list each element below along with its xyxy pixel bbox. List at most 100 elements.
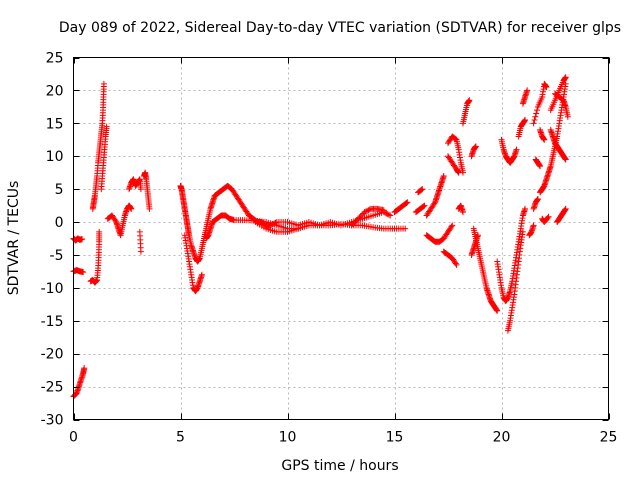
data-point: [531, 117, 538, 124]
data-point: [349, 221, 356, 228]
data-point: [355, 215, 362, 222]
data-point: [448, 223, 455, 230]
y-tick-label: -25: [41, 380, 64, 396]
data-point: [519, 228, 526, 235]
x-tick-label: 15: [386, 430, 404, 446]
data-point: [364, 207, 371, 214]
data-point: [452, 136, 459, 143]
data-point: [418, 186, 425, 193]
data-point: [420, 203, 427, 210]
data-point: [358, 211, 365, 218]
grid-lines: [73, 57, 609, 420]
y-tick-label: -20: [41, 347, 64, 363]
data-point: [380, 207, 387, 214]
x-tick-label: 25: [600, 430, 618, 446]
data-point: [357, 213, 364, 220]
chart-title: Day 089 of 2022, Sidereal Day-to-day VTE…: [59, 20, 621, 36]
data-point: [385, 211, 392, 218]
data-point: [404, 199, 411, 206]
data-point: [431, 200, 438, 207]
data-point: [459, 169, 466, 176]
data-point: [534, 107, 541, 114]
data-point: [387, 212, 394, 219]
x-tick-label: 20: [493, 430, 511, 446]
data-point: [402, 225, 409, 232]
axis-ticks: [73, 57, 610, 421]
data-point: [352, 218, 359, 225]
data-point: [532, 113, 539, 120]
data-point: [356, 214, 363, 221]
data-point: [513, 146, 520, 153]
data-point: [544, 214, 551, 221]
y-tick-label: 20: [46, 83, 64, 99]
y-tick-label: -30: [41, 413, 64, 429]
data-point: [384, 211, 391, 218]
data-point: [365, 207, 372, 214]
data-point: [361, 209, 368, 216]
y-tick-label: 5: [55, 182, 64, 198]
data-point: [382, 209, 389, 216]
data-point: [522, 117, 529, 124]
y-axis-label: SDTVAR / TECUs: [6, 181, 22, 296]
y-tick-label: -10: [41, 281, 64, 297]
x-tick-label: 5: [176, 430, 185, 446]
data-point: [403, 199, 410, 206]
data-point: [562, 205, 569, 212]
data-points: [70, 74, 571, 400]
data-point: [128, 205, 135, 212]
y-tick-label: -15: [41, 314, 64, 330]
data-point: [80, 269, 87, 276]
x-tick-labels: 0 5 10 15 20 25: [69, 430, 617, 446]
data-point: [198, 271, 205, 278]
data-point: [103, 123, 110, 130]
data-point: [543, 84, 550, 91]
data-point: [96, 228, 103, 235]
data-point: [524, 87, 531, 94]
data-point: [537, 163, 544, 170]
data-point: [146, 205, 153, 212]
y-tick-label: 10: [46, 149, 64, 165]
data-point: [452, 260, 459, 267]
data-point: [137, 248, 144, 255]
y-tick-label: 15: [46, 116, 64, 132]
data-point: [419, 186, 426, 193]
data-point: [466, 97, 473, 104]
data-point: [421, 202, 428, 209]
data-point: [562, 156, 569, 163]
y-tick-labels: -30 -25 -20 -15 -10 -5 0 5 10 15 20 25: [41, 51, 64, 429]
data-point: [474, 232, 481, 239]
data-point: [353, 217, 360, 224]
data-point: [348, 222, 355, 229]
data-point: [453, 261, 460, 268]
y-tick-label: 0: [55, 215, 64, 231]
data-point: [295, 225, 302, 232]
x-axis-label: GPS time / hours: [281, 458, 398, 474]
y-tick-label: -5: [50, 248, 64, 264]
data-point: [362, 208, 369, 215]
data-point: [459, 209, 466, 216]
plot-frame: [73, 57, 609, 420]
data-point: [81, 365, 88, 372]
data-point: [112, 217, 119, 224]
data-point: [383, 210, 390, 217]
x-tick-label: 10: [279, 430, 297, 446]
y-tick-label: 25: [46, 51, 64, 67]
data-point: [534, 196, 541, 203]
data-point: [137, 186, 144, 193]
data-point: [449, 222, 456, 229]
data-point: [79, 236, 86, 243]
data-point: [530, 120, 537, 127]
data-point: [530, 222, 537, 229]
data-point: [562, 74, 569, 81]
data-point: [351, 219, 358, 226]
data-point: [440, 172, 447, 179]
data-point: [545, 213, 552, 220]
data-point: [564, 113, 571, 120]
data-point: [472, 143, 479, 150]
data-point: [100, 80, 107, 87]
data-point: [522, 205, 529, 212]
data-point: [541, 136, 548, 143]
data-point: [366, 206, 373, 213]
data-point: [494, 307, 501, 314]
